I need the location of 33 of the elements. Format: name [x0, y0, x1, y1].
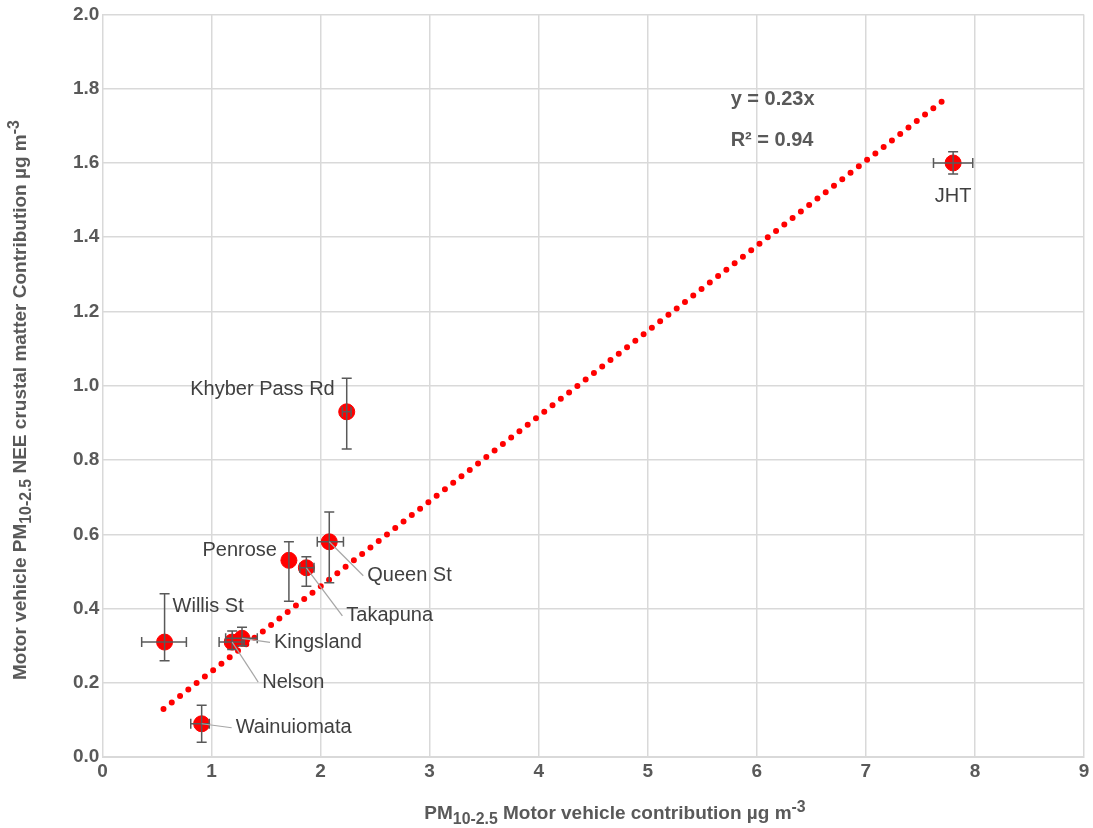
y-tick-label: 0.4: [72, 596, 100, 618]
annotation: y = 0.23x: [730, 87, 815, 110]
y-tick-label: 0.8: [72, 448, 100, 470]
x-tick-label: 7: [860, 759, 872, 781]
annotation: Kingsland: [274, 629, 362, 652]
x-tick-label: 2: [315, 759, 326, 781]
y-tick-label: 1.0: [72, 374, 100, 396]
x-tick-label: 9: [1078, 759, 1090, 781]
y-tick-label: 1.2: [72, 299, 100, 321]
annotation: Penrose: [202, 537, 277, 560]
point: [338, 403, 356, 421]
x-tick-label: 1: [206, 759, 218, 781]
y-tick-label: 2.0: [72, 2, 100, 24]
x-tick-label: 4: [533, 759, 545, 781]
annotation: R² = 0.94: [730, 128, 815, 151]
x-tick-label: 8: [969, 759, 981, 781]
x-tick-label: 6: [751, 759, 763, 781]
annotation: Nelson: [262, 669, 325, 692]
y-tick-label: 1.8: [72, 76, 100, 98]
x-tick-label: 3: [424, 759, 435, 781]
annotation: Willis St: [172, 593, 245, 616]
y-tick-label: 0.2: [72, 671, 100, 693]
annotation: JHT: [934, 184, 972, 207]
y-tick-label: 1.6: [72, 151, 100, 173]
annotation: Takapuna: [346, 603, 434, 626]
x-tick-label: 0: [97, 759, 108, 781]
annotation: Khyber Pass Rd: [190, 377, 335, 400]
y-tick-label: 0.6: [72, 522, 100, 544]
annotation: Wainuiomata: [235, 715, 353, 738]
annotation: Queen St: [367, 563, 453, 586]
x-tick-label: 5: [642, 759, 654, 781]
y-tick-label: 1.4: [72, 225, 100, 247]
x-axis-title: PM$_{10-2.5}$ Motor vehicle contribution µg m$^{-3}$: [423, 798, 807, 828]
